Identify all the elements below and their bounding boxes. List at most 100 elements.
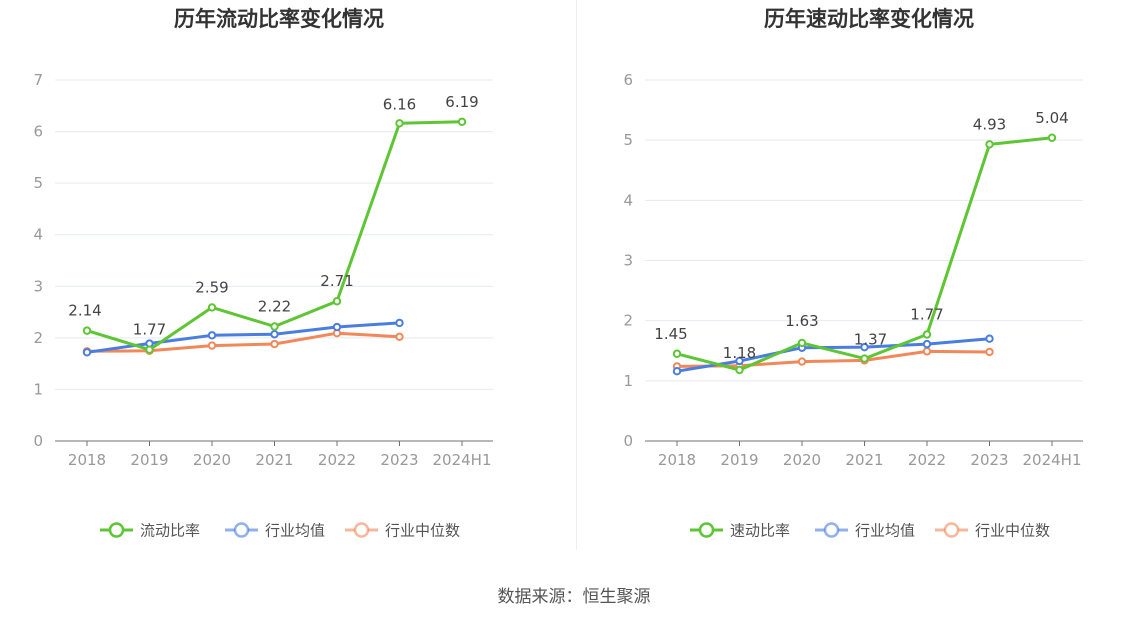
data-point-main[interactable]: [672, 349, 682, 358]
legend-marker: [698, 522, 715, 538]
data-label: 1.45: [654, 325, 687, 343]
data-label: 2.71: [320, 272, 353, 290]
data-label: 2.59: [195, 278, 228, 296]
data-point-median[interactable]: [922, 347, 932, 356]
data-point-avg[interactable]: [985, 334, 994, 343]
x-tick-label: 2022: [318, 451, 356, 469]
data-point-avg[interactable]: [672, 367, 682, 376]
y-tick-label: 6: [33, 123, 43, 141]
legend-item-median[interactable]: 行业中位数: [345, 522, 460, 540]
data-point-avg[interactable]: [395, 318, 404, 328]
data-point-avg[interactable]: [82, 348, 92, 357]
y-tick-label: 5: [623, 131, 633, 149]
data-label: 1.18: [723, 344, 756, 362]
legend-marker: [943, 522, 960, 538]
data-point-median[interactable]: [985, 347, 994, 357]
chart-title: 历年流动比率变化情况: [174, 7, 384, 31]
data-point-main[interactable]: [332, 297, 342, 306]
data-point-main[interactable]: [145, 345, 154, 354]
data-point-main[interactable]: [797, 338, 807, 348]
series-line-median: [86, 331, 400, 353]
data-point-median[interactable]: [270, 339, 279, 349]
data-point-main[interactable]: [860, 354, 869, 363]
y-tick-label: 5: [33, 174, 43, 192]
data-label: 2.14: [68, 302, 101, 320]
data-point-avg[interactable]: [207, 331, 217, 340]
data-label: 1.63: [785, 312, 818, 330]
data-label: 2.22: [258, 298, 291, 316]
y-tick-label: 0: [623, 432, 633, 450]
x-tick-label: 2019: [130, 451, 168, 469]
quick-ratio-chart: 历年速动比率变化情况 0 1 2 3 4 5 6 2018 2019 2020 2021 2022 202…: [623, 7, 1083, 540]
x-tick-label: 2023: [970, 451, 1008, 469]
x-tick-label: 2019: [720, 451, 758, 469]
data-label: 1.77: [910, 306, 943, 324]
legend-item-avg[interactable]: 行业均值: [225, 522, 325, 540]
y-tick-label: 6: [623, 71, 633, 89]
y-tick-label: 3: [33, 277, 43, 295]
data-point-main[interactable]: [270, 322, 279, 331]
data-point-main[interactable]: [922, 330, 932, 339]
data-label: 1.37: [854, 331, 887, 349]
data-point-avg[interactable]: [332, 322, 342, 332]
data-point-avg[interactable]: [735, 356, 744, 366]
data-label: 5.04: [1035, 109, 1068, 127]
data-point-main[interactable]: [395, 119, 404, 128]
y-tick-label: 4: [623, 191, 633, 209]
x-tick-label: 2023: [380, 451, 418, 469]
data-point-avg[interactable]: [860, 342, 869, 352]
x-tick-label: 2024H1: [433, 451, 492, 469]
legend-marker: [823, 522, 840, 538]
data-point-avg[interactable]: [270, 330, 279, 339]
data-label: 4.93: [973, 115, 1006, 133]
data-point-avg[interactable]: [922, 339, 932, 349]
x-tick-label: 2020: [783, 451, 821, 469]
data-label: 6.19: [445, 93, 478, 111]
y-tick-label: 1: [33, 380, 43, 398]
current-ratio-chart: 历年流动比率变化情况 0 1 2 3 4 5 6 7 2018 2019 2020 2021 2022 20…: [33, 7, 493, 540]
x-tick-label: 2021: [845, 451, 883, 469]
x-tick-label: 2018: [68, 451, 106, 469]
legend-marker: [108, 522, 125, 538]
legend-item-median[interactable]: 行业中位数: [935, 522, 1050, 540]
panel-divider: [576, 0, 577, 550]
legend-item-main[interactable]: 流动比率: [100, 522, 200, 540]
data-point-median[interactable]: [797, 357, 807, 366]
chart-title: 历年速动比率变化情况: [764, 7, 974, 31]
data-point-main[interactable]: [207, 303, 217, 312]
data-point-median[interactable]: [207, 341, 217, 350]
x-tick-label: 2022: [908, 451, 946, 469]
data-point-median[interactable]: [395, 332, 404, 342]
series-line-avg: [676, 337, 990, 373]
y-tick-label: 4: [33, 226, 43, 244]
data-point-main[interactable]: [985, 140, 994, 149]
legend-item-main[interactable]: 速动比率: [690, 522, 790, 540]
legend-label: 行业中位数: [975, 522, 1050, 540]
data-point-main[interactable]: [735, 365, 744, 375]
legend-marker: [233, 522, 250, 538]
x-tick-label: 2024H1: [1023, 451, 1082, 469]
legend-label: 速动比率: [730, 522, 790, 540]
data-label: 1.77: [133, 321, 166, 339]
y-tick-label: 3: [623, 252, 633, 270]
y-tick-label: 0: [33, 432, 43, 450]
legend-label: 行业中位数: [385, 522, 460, 540]
y-tick-label: 2: [33, 329, 43, 347]
x-tick-label: 2018: [658, 451, 696, 469]
y-tick-label: 2: [623, 312, 633, 330]
y-tick-label: 1: [623, 372, 633, 390]
legend-label: 行业均值: [265, 522, 325, 540]
data-source: 数据来源：恒生聚源: [497, 587, 651, 607]
legend-label: 流动比率: [140, 522, 200, 540]
legend-label: 行业均值: [855, 522, 915, 540]
legend-item-avg[interactable]: 行业均值: [815, 522, 915, 540]
x-tick-label: 2021: [255, 451, 293, 469]
x-tick-label: 2020: [193, 451, 231, 469]
data-point-main[interactable]: [457, 117, 467, 126]
data-point-main[interactable]: [82, 326, 92, 335]
data-point-main[interactable]: [1047, 133, 1057, 142]
data-label: 6.16: [383, 95, 416, 113]
y-tick-label: 7: [33, 71, 43, 89]
legend-marker: [353, 522, 370, 538]
